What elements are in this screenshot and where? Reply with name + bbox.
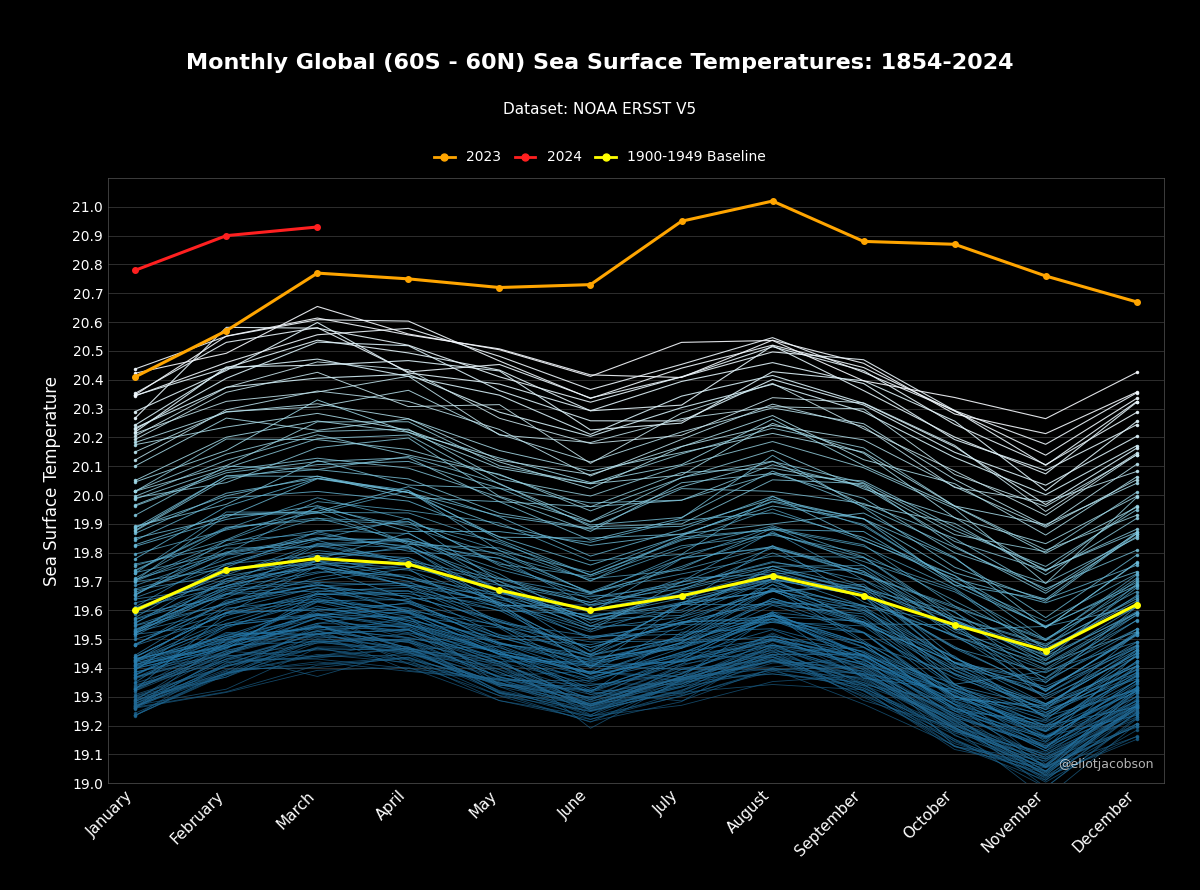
Y-axis label: Sea Surface Temperature: Sea Surface Temperature xyxy=(43,376,61,586)
Text: Monthly Global (60S - 60N) Sea Surface Temperatures: 1854-2024: Monthly Global (60S - 60N) Sea Surface T… xyxy=(186,53,1014,73)
Text: @eliotjacobson: @eliotjacobson xyxy=(1058,758,1153,771)
Text: Dataset: NOAA ERSST V5: Dataset: NOAA ERSST V5 xyxy=(504,102,696,117)
Legend: 2023, 2024, 1900-1949 Baseline: 2023, 2024, 1900-1949 Baseline xyxy=(428,145,772,170)
